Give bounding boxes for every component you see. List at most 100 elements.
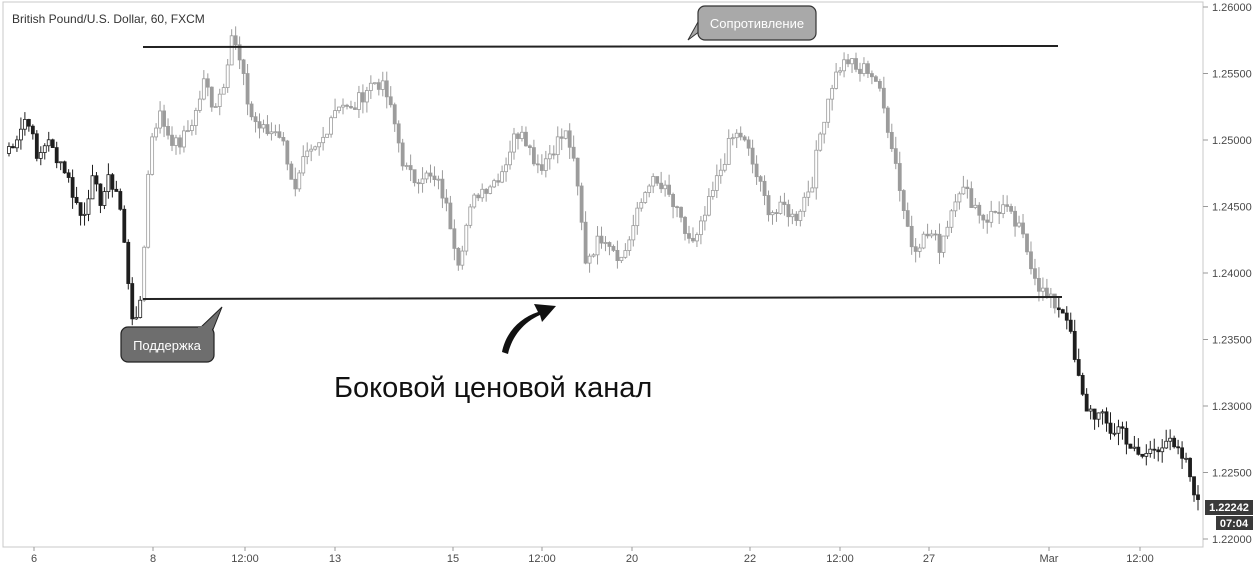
candle-body [420,178,425,184]
curved-arrow-icon [502,304,556,354]
support-callout-box [120,326,215,363]
candle-body [428,172,433,177]
candle-body [873,76,878,82]
candle-body [269,131,274,135]
channel-caption: Боковой ценовой канал [334,372,652,404]
candle-body [623,250,628,258]
candle-body [396,123,401,144]
candle-body [452,228,457,249]
candle-body [360,92,365,103]
candle-body [1140,453,1145,457]
candle-body [1092,408,1097,420]
candle-body [909,225,914,248]
candle-body [15,139,19,149]
candle-body [1037,277,1041,292]
candle-body [229,35,234,66]
candle-body [1096,412,1101,420]
candle-body [440,178,445,199]
candle-body [301,156,306,174]
candle-body [866,63,870,74]
candle-body [456,247,461,266]
candle-body [750,147,755,165]
candle-body [559,136,564,139]
candle-body [488,186,493,194]
candle-body [985,219,990,223]
candle-body [957,193,962,203]
candle-body [643,192,648,203]
candle-body [1072,330,1077,360]
candle-body [691,237,695,242]
candle-body [953,201,958,212]
candle-body [1180,447,1184,459]
candle-body [110,174,115,190]
candle-body [877,81,882,89]
candle-body [357,92,361,110]
candle-body [937,233,942,253]
candle-body [655,176,660,184]
last-price-box [1205,500,1253,515]
candle-body [1100,411,1105,414]
candle-body [102,191,107,206]
candle-body [376,82,381,90]
candle-body [154,127,159,138]
candle-body [345,104,349,107]
candle-body [197,98,202,111]
candle-body [22,119,27,130]
candle-body [34,133,39,159]
candle-body [364,90,369,103]
candle-body [607,242,612,247]
candle-body [758,176,763,182]
candle-body [567,130,572,148]
candle-body [372,82,377,85]
candle-body [881,87,886,109]
candle-body [162,110,166,127]
candle-body [742,136,747,141]
candle-body [1184,457,1188,460]
candle-body [305,150,310,158]
candle-body [587,255,592,264]
candle-body [201,78,206,100]
last-price-tag: 1.22242 07:04 [1205,500,1253,530]
candle-body [710,190,715,197]
y-tick-label: 1.24000 [1212,268,1252,280]
candle-body [858,68,862,74]
y-tick-label: 1.24500 [1212,202,1252,214]
candle-body [798,210,803,221]
candle-body [496,180,501,183]
resistance-callout-joint [699,22,715,30]
y-axis: 1.26000 1.25500 1.25000 1.24500 1.24000 1.235… [1203,2,1252,546]
candle-body [193,110,198,126]
plot-frame [2,1,1204,548]
candle-body [675,206,679,209]
candle-body [277,131,282,138]
candle-body [949,210,954,228]
candle-body [1124,427,1129,445]
candle-body [774,212,779,214]
candle-body [810,187,815,193]
candle-body [512,133,516,153]
candle-body [925,233,930,237]
candle-body [770,212,775,216]
candle-body [1104,411,1109,424]
candle-body [535,163,540,166]
candle-body [531,147,536,165]
candle-body [1048,293,1053,297]
y-tick-label: 1.25000 [1212,135,1252,147]
y-tick-label: 1.22500 [1212,468,1252,480]
candle-body [627,239,632,251]
candle-body [349,105,353,109]
candle-body [778,201,783,214]
chart-title: British Pound/U.S. Dollar, 60, FXCM [12,12,205,26]
candle-body [281,137,286,142]
candle-body [794,213,799,221]
candle-body [543,158,548,171]
candle-body [1168,437,1173,442]
candle-body [249,103,254,118]
candle-body [520,131,524,139]
last-price-value: 1.22242 [1209,502,1249,514]
candle-body [118,191,123,210]
candle-body [563,130,568,139]
candle-body [1076,359,1081,376]
candle-body [706,196,711,216]
candle-body [997,211,1002,214]
